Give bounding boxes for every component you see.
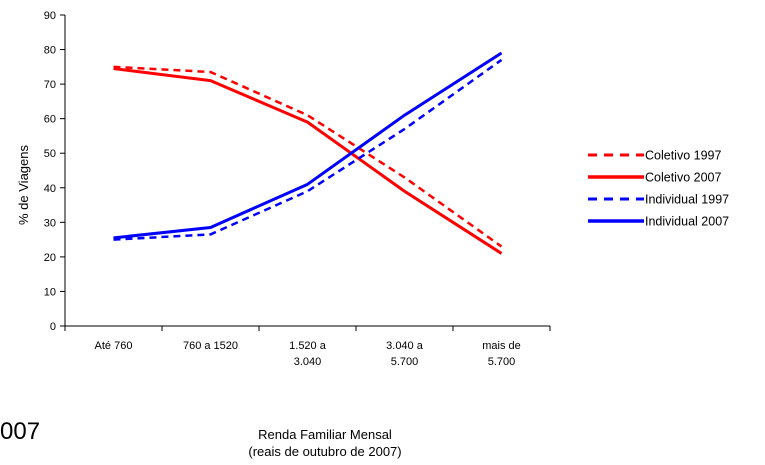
x-axis-label-line-2: (reais de outubro de 2007) — [248, 444, 401, 459]
series-line-coletivo-1997 — [113, 65, 503, 248]
x-axis-label-line-1: Renda Familiar Mensal — [258, 427, 392, 442]
x-tick-label: Até 760 — [95, 340, 133, 352]
legend-label-individual-1997: Individual 1997 — [645, 193, 729, 207]
y-tick-label: 10 — [44, 286, 56, 298]
cropped-text-fragment: 007 — [0, 418, 41, 445]
y-tick-label: 70 — [44, 79, 56, 91]
legend-label-coletivo-1997: Coletivo 1997 — [645, 149, 721, 163]
x-tick-label: 1.520 a 3.040 — [289, 340, 327, 368]
y-tick-label: 90 — [44, 10, 56, 22]
legend-label-individual-2007: Individual 2007 — [645, 215, 729, 229]
series-line-coletivo-2007 — [113, 67, 503, 255]
y-tick-label: 50 — [44, 148, 56, 160]
x-ticks: Até 760 760 a 1520 1.520 a 3.040 3.040 a 5.70… — [64, 326, 551, 368]
y-tick-label: 30 — [44, 217, 56, 229]
y-tick-label: 0 — [50, 321, 56, 333]
y-axis-label: % de Viagens — [16, 145, 31, 225]
series-line-individual-1997 — [113, 58, 503, 241]
y-tick-label: 60 — [44, 114, 56, 126]
y-tick-label: 80 — [44, 45, 56, 57]
y-tick-label: 20 — [44, 252, 56, 264]
legend-label-coletivo-2007: Coletivo 2007 — [645, 171, 721, 185]
x-tick-label: mais de 5.700 — [482, 340, 521, 368]
y-ticks: 0 10 20 30 40 50 60 70 80 90 — [44, 10, 65, 333]
y-tick-label: 40 — [44, 183, 56, 195]
axes — [64, 15, 550, 327]
series-lines — [113, 51, 503, 255]
series-line-individual-2007 — [113, 51, 503, 240]
x-tick-label: 3.040 a 5.700 — [386, 340, 424, 368]
x-tick-label: 760 a 1520 — [183, 340, 238, 352]
legend: Coletivo 1997 Coletivo 2007 Individual 199… — [588, 149, 729, 229]
